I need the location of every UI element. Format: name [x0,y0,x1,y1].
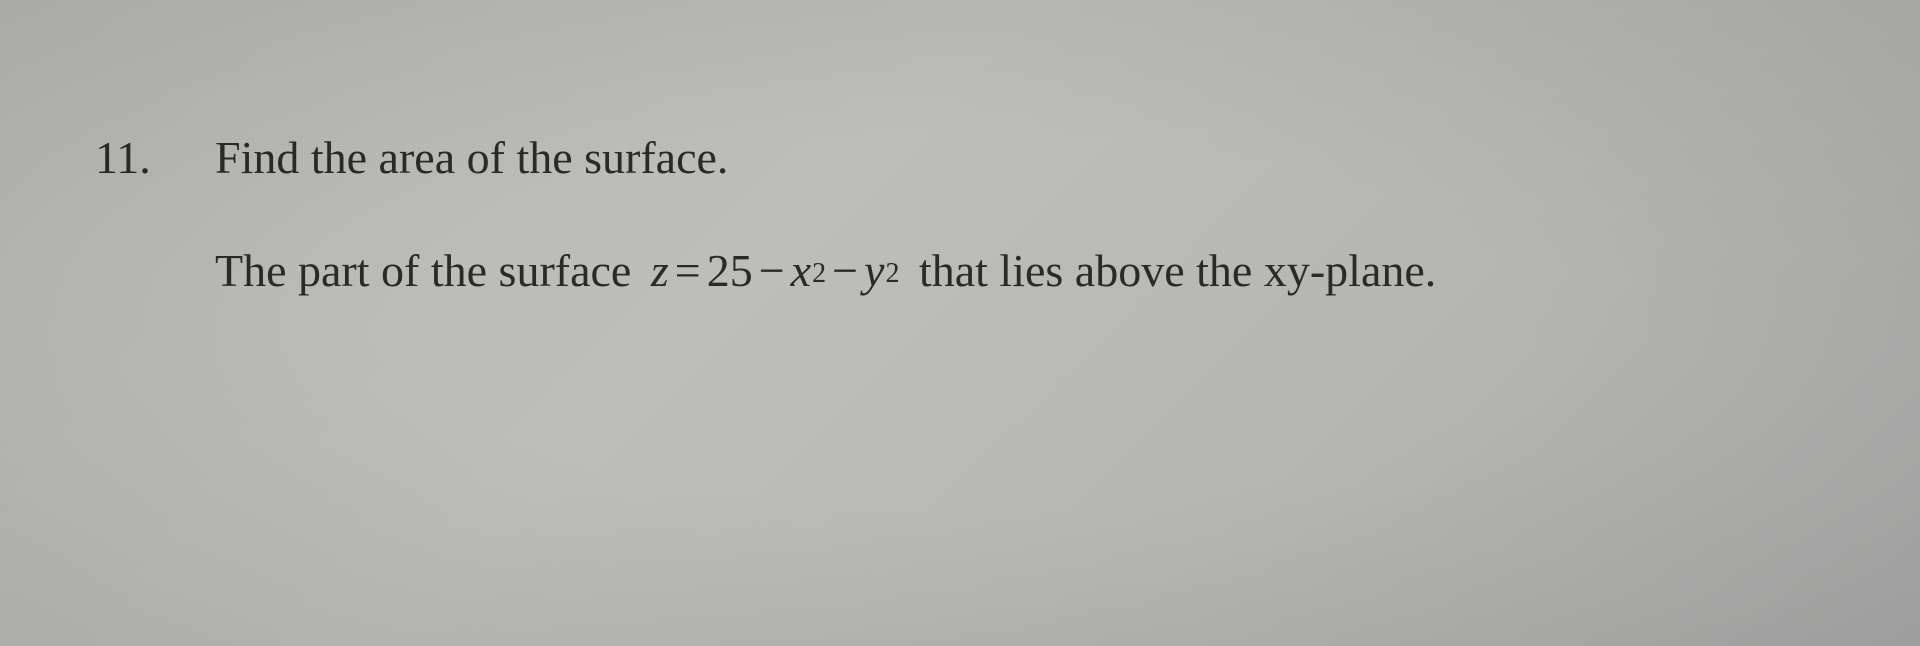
equation-equals: = [675,243,701,298]
equation-term2-var: y [864,243,884,298]
vignette-overlay [0,0,1920,646]
equation: z = 25 − x2 − y2 [651,243,900,298]
equation-minus-2: − [832,243,858,298]
equation-lhs: z [651,243,669,298]
equation-term1-var: x [791,243,811,298]
problem-description: The part of the surface z = 25 − x2 − y2… [215,243,1920,298]
equation-const: 25 [707,243,753,298]
problem-content: Find the area of the surface. The part o… [215,130,1920,298]
description-suffix: that lies above the xy-plane. [907,243,1436,298]
equation-term2-exp: 2 [885,257,899,291]
problem-instruction: Find the area of the surface. [215,130,1920,185]
equation-minus-1: − [759,243,785,298]
problem-row: 11. Find the area of the surface. The pa… [95,130,1920,298]
page: 11. Find the area of the surface. The pa… [0,0,1920,646]
problem-number: 11. [95,130,215,185]
equation-term1-exp: 2 [812,257,826,291]
description-prefix: The part of the surface [215,243,643,298]
